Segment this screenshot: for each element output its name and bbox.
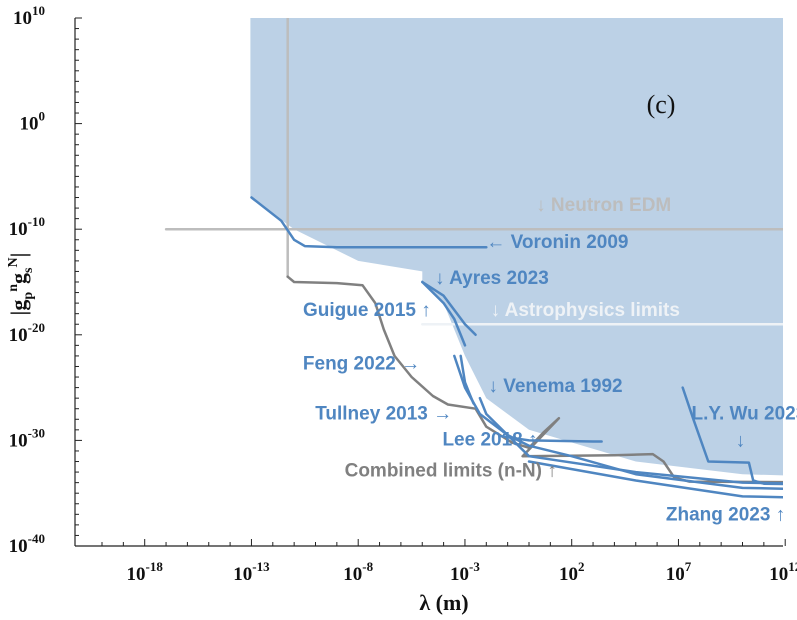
series-tullney-2013: [453, 354, 783, 485]
series-ayres-2023: [421, 280, 477, 337]
series-zhang-2023: [527, 460, 783, 499]
tick-labels-layer: 10-18 10-13 10-8 10-3 102 107 1012 1010 100 10-10…: [6, 3, 797, 585]
series-lee-2018: [499, 434, 603, 443]
series-voronin-2009: [250, 196, 488, 249]
y-tick-label: 10-40: [9, 531, 45, 557]
y-tick-label: 100: [20, 109, 46, 135]
series-venema-1992: [478, 396, 783, 490]
annotation-combined: Combined limits (n-N) ↑: [345, 460, 557, 481]
annotation-zhang: Zhang 2023 ↑: [666, 505, 785, 526]
series-guigue-2015: [421, 280, 467, 347]
excluded-region: [250, 18, 783, 476]
panel-label: (c): [647, 90, 676, 119]
y-tick-label: 10-30: [9, 425, 45, 451]
x-tick-label: 10-18: [127, 559, 164, 585]
x-axis-label: λ (m): [419, 590, 468, 615]
series-combined-limits-n-n: [286, 275, 783, 484]
x-tick-label: 102: [559, 559, 585, 585]
annotation-tullney: Tullney 2013 →: [315, 403, 452, 424]
annotation-venema: ↓ Venema 1992: [488, 376, 622, 397]
annotation-voronin: ← Voronin 2009: [486, 232, 628, 253]
annotation-wu_arrow: ↓: [736, 431, 746, 452]
annotation-wu: L.Y. Wu 2023: [692, 403, 797, 424]
x-tick-label: 10-13: [233, 559, 270, 585]
y-tick-label: 10-10: [9, 214, 45, 240]
annotation-astro: ↓ Astrophysics limits: [491, 300, 680, 321]
y-tick-label: 10-20: [9, 320, 45, 346]
y-axis-label: |gpngsN|: [6, 253, 36, 316]
annotation-guigue: Guigue 2015 ↑: [303, 300, 431, 321]
x-tick-label: 10-3: [450, 559, 480, 585]
x-tick-label: 107: [666, 559, 692, 585]
excluded-region-layer: [250, 18, 783, 476]
limit-curves-layer: [164, 18, 783, 499]
x-tick-label: 10-8: [343, 559, 373, 585]
annotation-edm: ↓ Neutron EDM: [536, 195, 671, 216]
axes-layer: [74, 17, 786, 547]
annotation-ayres: ↓ Ayres 2023: [435, 268, 549, 289]
annotation-lee: Lee 2018 ↑: [442, 430, 537, 451]
annotations-layer: ↓ Neutron EDM ← Voronin 2009 ↓ Ayres 2023 ↓…: [303, 195, 797, 525]
series-l-y-wu-2023: [681, 386, 783, 486]
annotation-feng: Feng 2022 →: [303, 354, 420, 375]
x-tick-label: 1012: [769, 559, 797, 585]
y-tick-label: 1010: [13, 3, 45, 29]
